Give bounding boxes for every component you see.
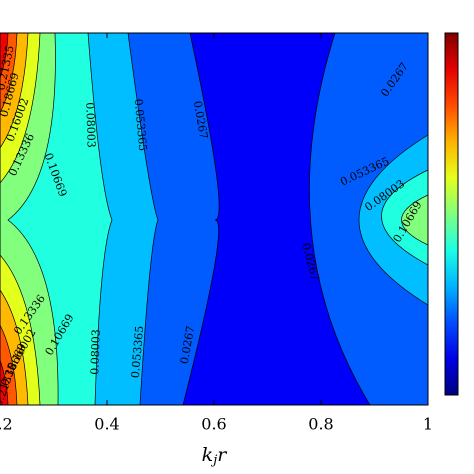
plot-area: 0.02670.02670.02670.02670.0533650.053365… — [0, 33, 428, 405]
contour-label: 0.08003 — [88, 329, 103, 375]
colorbar — [444, 32, 459, 396]
x-axis-label: kjr — [202, 444, 229, 468]
x-tick-label: 0.6 — [201, 415, 226, 434]
contour-label: 0.08003 — [83, 102, 98, 148]
contour-label: 0.053365 — [132, 98, 150, 151]
x-tick-label: 1 — [423, 415, 433, 434]
x-tick-label: 0.2 — [0, 415, 13, 434]
x-tick-label: 0.4 — [94, 415, 119, 434]
x-tick-label: 0.8 — [308, 415, 333, 434]
contour-label: 0.053365 — [129, 325, 147, 378]
contour-region — [401, 194, 428, 246]
contour-region — [0, 33, 29, 405]
